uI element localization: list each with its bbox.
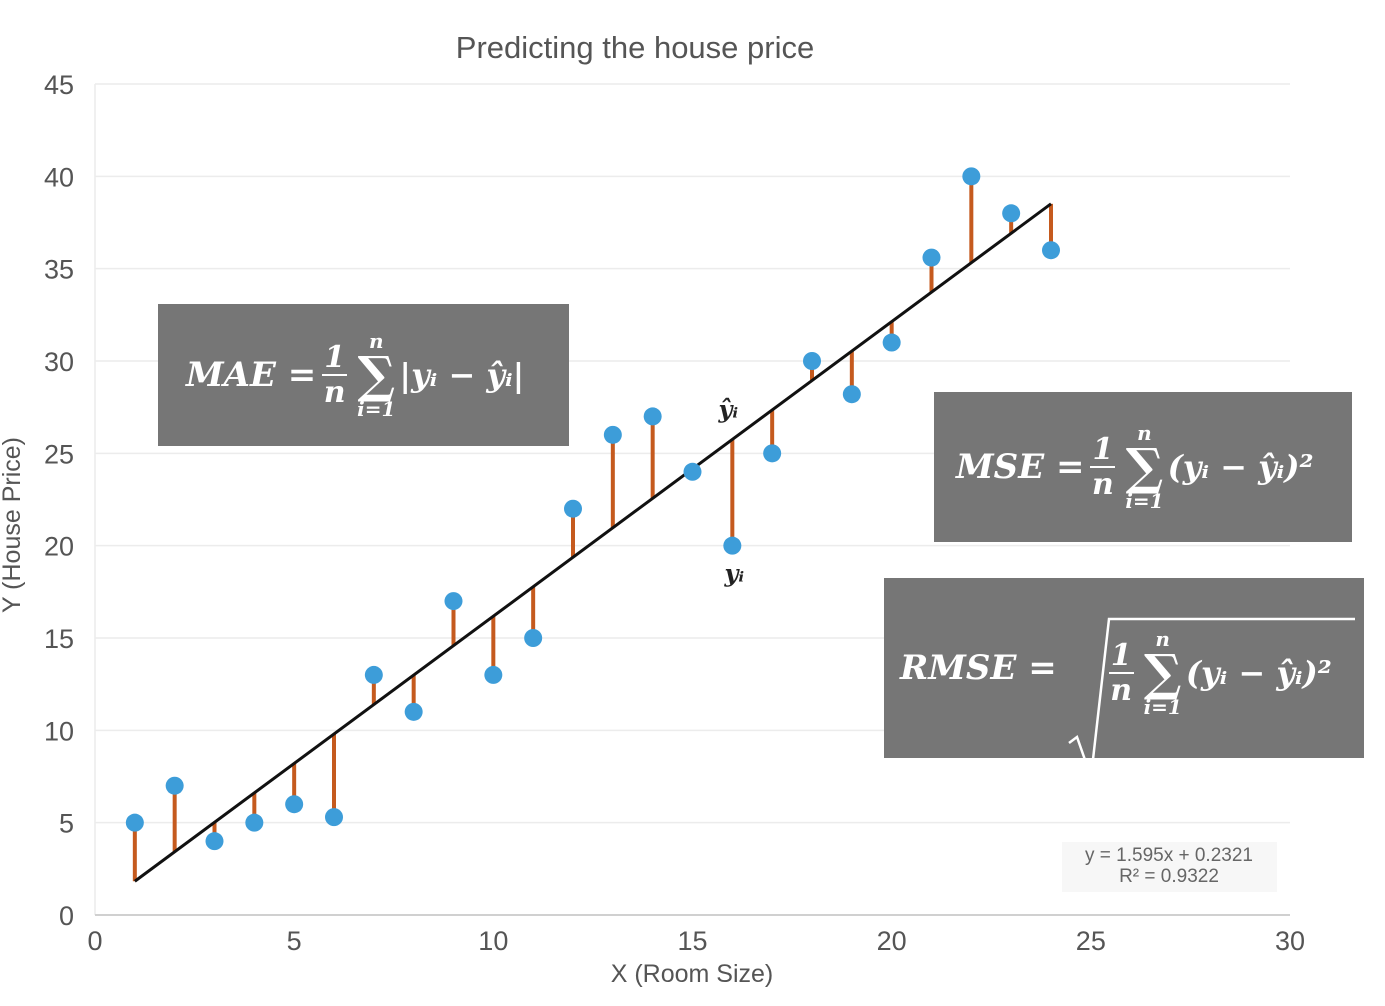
y-tick-label: 35 [44, 255, 74, 285]
data-point [842, 385, 861, 404]
data-point [564, 499, 582, 518]
x-tick-label: 20 [877, 926, 907, 956]
y-tick-label: 0 [59, 901, 74, 931]
x-tick-labels: 0 5 10 15 20 25 30 [87, 926, 1305, 956]
rmse-sum-lower: i=1 [1143, 694, 1182, 719]
y-observed-annotation: yᵢ [723, 559, 744, 588]
square-root-icon [1067, 618, 1355, 778]
sigma-icon: ∑ [1125, 437, 1164, 497]
data-point [205, 832, 224, 851]
mae-denominator: n [323, 375, 346, 410]
mse-summation: n ∑ i=1 [1125, 423, 1163, 511]
mae-summation: n ∑ i=1 [357, 331, 395, 419]
data-point [125, 813, 144, 832]
mae-sum-lower: i=1 [357, 396, 396, 421]
mae-expression: |yᵢ − ŷᵢ| [399, 356, 525, 394]
x-tick-label: 30 [1275, 926, 1305, 956]
rmse-denominator: n [1110, 673, 1133, 708]
data-point [285, 795, 304, 814]
rmse-expression: (yᵢ − ŷᵢ)² [1185, 654, 1332, 692]
data-point [803, 352, 821, 370]
data-point [1042, 241, 1060, 260]
mae-numerator: 1 [322, 340, 348, 376]
data-point [882, 333, 901, 352]
y-tick-label: 45 [44, 70, 74, 100]
data-point [444, 592, 463, 611]
rmse-sqrt: 1 n n ∑ i=1 (yᵢ − ŷᵢ)² [1067, 618, 1355, 778]
data-point [404, 702, 423, 721]
data-point [165, 776, 184, 795]
x-tick-label: 25 [1076, 926, 1106, 956]
sigma-icon: ∑ [1143, 643, 1182, 703]
rmse-fraction: 1 n [1108, 638, 1134, 708]
data-point [683, 462, 702, 481]
data-point [325, 808, 343, 827]
mse-sum-upper: n [1137, 421, 1152, 446]
data-point [763, 444, 782, 463]
r-squared-label: R² = 0.9322 [1119, 866, 1219, 887]
y-tick-label: 15 [44, 624, 74, 654]
x-axis-label: X (Room Size) [611, 960, 774, 988]
y-tick-label: 30 [44, 347, 74, 377]
mse-fraction: 1 n [1090, 432, 1116, 502]
mse-numerator: 1 [1090, 432, 1116, 468]
rmse-lhs: RMSE = [900, 648, 1057, 688]
trend-line [133, 202, 1052, 883]
x-tick-label: 5 [287, 926, 302, 956]
mae-formula-box: MAE = 1 n n ∑ i=1 |yᵢ − ŷᵢ| [158, 304, 569, 446]
mse-expression: (yᵢ − ŷᵢ)² [1167, 448, 1314, 486]
mae-sum-upper: n [369, 329, 384, 354]
mae-lhs: MAE = [186, 355, 317, 395]
y-tick-label: 25 [44, 439, 74, 469]
y-tick-label: 10 [44, 716, 74, 746]
mse-formula-box: MSE = 1 n n ∑ i=1 (yᵢ − ŷᵢ)² [934, 392, 1352, 542]
sigma-icon: ∑ [357, 345, 396, 405]
y-tick-labels: 0 5 10 15 20 25 30 35 40 45 [44, 70, 74, 931]
trendline-equation: y = 1.595x + 0.2321 [1085, 845, 1253, 866]
grid-lines [94, 83, 1290, 915]
y-tick-label: 40 [44, 162, 74, 192]
chart-title: Predicting the house price [456, 30, 814, 65]
y-tick-label: 20 [44, 532, 74, 562]
equation-background [1062, 842, 1277, 892]
data-points [125, 167, 1060, 851]
y-hat-annotation: ŷᵢ [717, 394, 738, 423]
rmse-formula-box: RMSE = 1 n n ∑ i=1 (yᵢ − ŷᵢ)² [884, 578, 1364, 778]
mse-denominator: n [1091, 467, 1114, 502]
data-point [723, 536, 742, 555]
mae-fraction: 1 n [322, 340, 348, 410]
rmse-sum-upper: n [1155, 627, 1170, 652]
data-point [922, 248, 941, 267]
residual-lines [132, 176, 1053, 882]
rmse-numerator: 1 [1108, 638, 1134, 674]
x-tick-label: 10 [478, 926, 508, 956]
rmse-summation: n ∑ i=1 [1144, 629, 1182, 717]
x-tick-label: 15 [677, 926, 707, 956]
y-axis-label: Y (House Price) [0, 437, 26, 613]
data-point [1002, 204, 1021, 223]
y-tick-label: 5 [59, 809, 74, 839]
data-point [643, 407, 662, 426]
data-point [484, 665, 503, 684]
data-point [962, 167, 981, 186]
x-tick-label: 0 [87, 926, 102, 956]
data-point [603, 425, 622, 444]
mse-sum-lower: i=1 [1125, 488, 1164, 513]
data-point [524, 629, 543, 647]
mse-lhs: MSE = [956, 447, 1085, 487]
data-point [364, 665, 383, 684]
data-point [245, 813, 264, 832]
